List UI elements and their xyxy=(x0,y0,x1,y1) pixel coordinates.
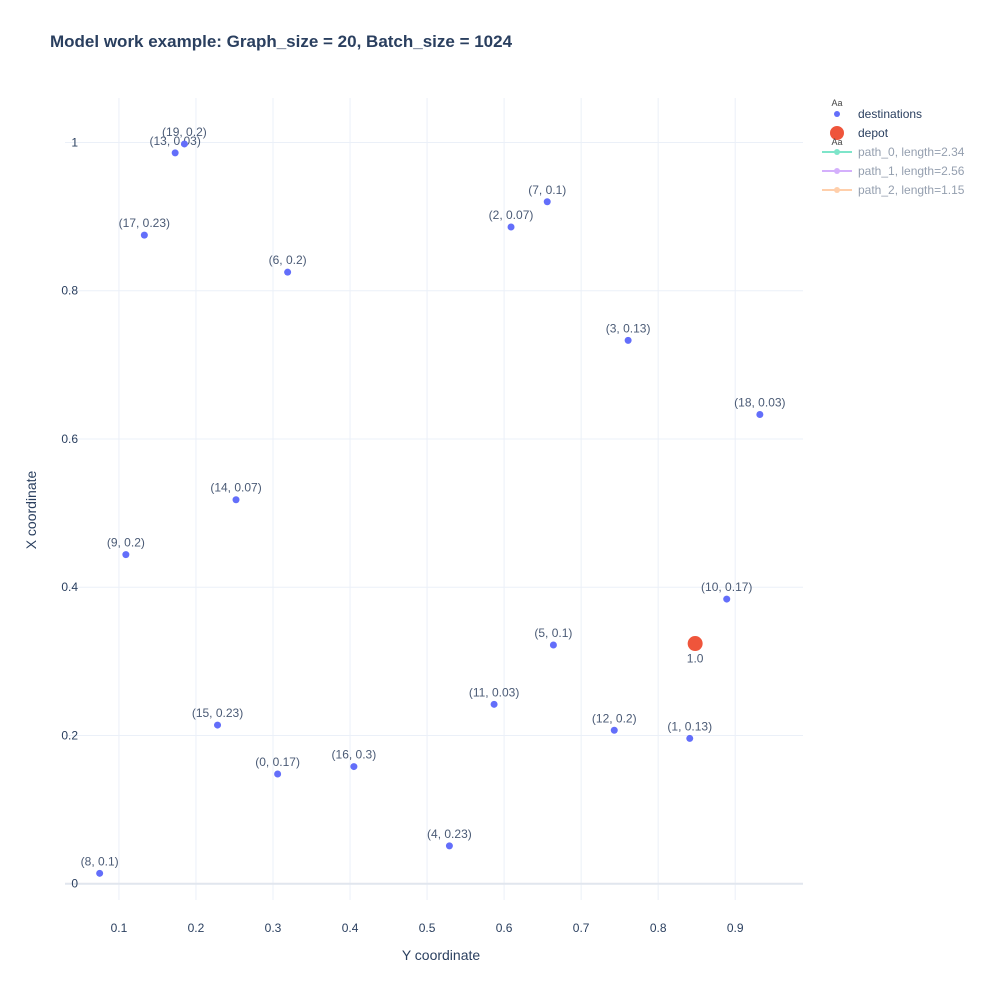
legend-item-path_1[interactable]: path_1, length=2.56 xyxy=(822,164,965,178)
destination-label: (14, 0.07) xyxy=(210,481,261,495)
points-layer: (0, 0.17) (1, 0.13) (2, 0.07) (3, 0.13) (4, … xyxy=(81,125,786,877)
x-tick-label: 0.8 xyxy=(650,921,667,935)
destination-point[interactable] xyxy=(96,869,104,877)
legend-marker xyxy=(834,187,840,193)
destination-label: (5, 0.1) xyxy=(534,626,572,640)
destination-label: (9, 0.2) xyxy=(107,536,145,550)
destination-point[interactable] xyxy=(274,770,282,778)
legend-marker xyxy=(834,168,840,174)
destination-point[interactable] xyxy=(445,842,453,850)
destination-label: (7, 0.1) xyxy=(528,183,566,197)
destination-label: (15, 0.23) xyxy=(192,706,243,720)
destination-point[interactable] xyxy=(171,149,179,157)
legend-marker xyxy=(834,149,840,155)
destination-point[interactable] xyxy=(543,198,551,206)
x-tick-label: 0.3 xyxy=(265,921,282,935)
legend-label: depot xyxy=(858,126,889,140)
destination-point[interactable] xyxy=(610,726,618,734)
destination-label: (3, 0.13) xyxy=(606,321,651,335)
legend-text-marker: Aa xyxy=(831,137,842,147)
legend-text-marker: Aa xyxy=(831,98,842,108)
legend-item-path_0[interactable]: path_0, length=2.34 xyxy=(822,145,965,159)
destination-point[interactable] xyxy=(350,763,358,771)
destination-label: (17, 0.23) xyxy=(119,216,170,230)
depot-point[interactable] xyxy=(687,636,703,652)
destination-point[interactable] xyxy=(214,721,222,729)
x-tick-label: 0.7 xyxy=(573,921,590,935)
legend-item-path_2[interactable]: path_2, length=1.15 xyxy=(822,183,965,197)
destination-point[interactable] xyxy=(284,268,292,276)
x-tick-label: 0.6 xyxy=(496,921,513,935)
x-tick-label: 0.4 xyxy=(342,921,359,935)
destination-point[interactable] xyxy=(624,336,632,344)
y-tick-label: 0.2 xyxy=(61,728,78,742)
destination-label: (10, 0.17) xyxy=(701,580,752,594)
destination-label: (1, 0.13) xyxy=(667,719,712,733)
depot-label: 1.0 xyxy=(687,652,704,666)
legend-label: path_1, length=2.56 xyxy=(858,164,965,178)
destination-label: (12, 0.2) xyxy=(592,711,637,725)
y-tick-label: 0.8 xyxy=(61,284,78,298)
destination-label: (19, 0.2) xyxy=(162,125,207,139)
destination-label: (6, 0.2) xyxy=(269,253,307,267)
x-axis-title: Y coordinate xyxy=(402,947,481,963)
destination-point[interactable] xyxy=(723,595,731,603)
destination-label: (8, 0.1) xyxy=(81,854,119,868)
y-tick-label: 1 xyxy=(71,135,78,149)
x-tick-label: 0.2 xyxy=(188,921,205,935)
destination-point[interactable] xyxy=(140,231,148,239)
legend-marker xyxy=(834,111,840,117)
grid-layer xyxy=(65,98,803,900)
y-tick-label: 0 xyxy=(71,877,78,891)
x-tick-label: 0.5 xyxy=(419,921,436,935)
destination-label: (16, 0.3) xyxy=(332,748,377,762)
axis-layer: 0.1 0.2 0.3 0.4 0.5 0.6 0.7 0.8 0.9 0 0.2 0.4 0.6 0.8… xyxy=(61,135,744,935)
legend-marker xyxy=(830,126,844,140)
destination-label: (11, 0.03) xyxy=(469,685,519,699)
y-tick-label: 0.6 xyxy=(61,432,78,446)
legend-item-depot[interactable]: Aa depot xyxy=(830,126,889,147)
legend-item-destinations[interactable]: Aa destinations xyxy=(831,98,922,121)
destination-point[interactable] xyxy=(686,734,694,742)
x-tick-label: 0.1 xyxy=(111,921,128,935)
y-axis-title: X coordinate xyxy=(23,470,39,549)
destination-label: (4, 0.23) xyxy=(427,827,472,841)
x-tick-label: 0.9 xyxy=(727,921,744,935)
destination-label: (0, 0.17) xyxy=(255,755,300,769)
legend-label: path_0, length=2.34 xyxy=(858,145,965,159)
destination-point[interactable] xyxy=(122,551,130,559)
destination-label: (2, 0.07) xyxy=(489,208,534,222)
destination-point[interactable] xyxy=(232,496,240,504)
y-tick-label: 0.4 xyxy=(61,580,78,594)
legend-label: destinations xyxy=(858,107,922,121)
destination-point[interactable] xyxy=(180,140,188,148)
destination-point[interactable] xyxy=(549,641,557,649)
legend-label: path_2, length=1.15 xyxy=(858,183,965,197)
legend[interactable]: Aa destinations Aa depot path_0, length=2.34… xyxy=(822,98,965,197)
destination-point[interactable] xyxy=(507,223,515,231)
destination-label: (13, 0.03) xyxy=(149,134,200,148)
destination-label: (18, 0.03) xyxy=(734,396,785,410)
destination-point[interactable] xyxy=(756,411,764,419)
destination-point[interactable] xyxy=(490,700,498,708)
chart-title: Model work example: Graph_size = 20, Bat… xyxy=(50,32,513,51)
